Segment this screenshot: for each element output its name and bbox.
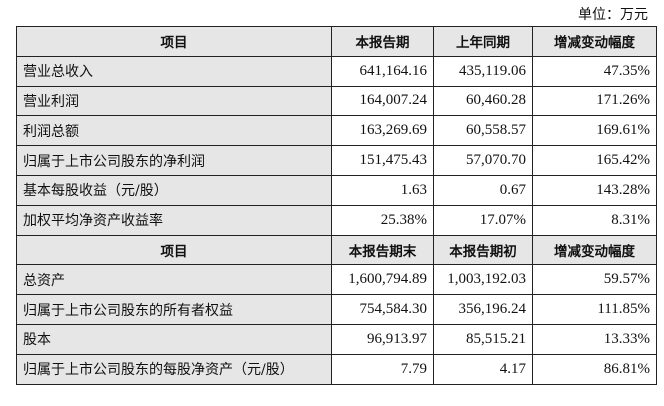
value-cell: 1,600,794.89 bbox=[331, 264, 434, 296]
unit-label: 单位：万元 bbox=[578, 7, 648, 23]
row-label: 基本每股收益（元/股） bbox=[16, 174, 332, 206]
row-label: 加权平均净资产收益率 bbox=[16, 204, 332, 236]
value-cell: 165.42% bbox=[532, 145, 657, 176]
value-cell: 0.67 bbox=[433, 174, 533, 206]
value-cell: 60,460.28 bbox=[433, 85, 533, 117]
column-header: 项目 bbox=[16, 26, 332, 57]
header-row: 项目 本报告期 上年同期 增减变动幅度 bbox=[16, 26, 657, 57]
column-header: 本报告期初 bbox=[433, 234, 533, 266]
value-cell: 85,515.21 bbox=[433, 323, 533, 355]
column-header: 项目 bbox=[16, 234, 332, 266]
table-row: 基本每股收益（元/股） 1.63 0.67 143.28% bbox=[16, 174, 657, 206]
row-label: 归属于上市公司股东的每股净资产（元/股） bbox=[16, 353, 332, 385]
value-cell: 47.35% bbox=[532, 55, 657, 87]
row-label: 总资产 bbox=[16, 264, 332, 296]
row-label: 股本 bbox=[16, 323, 332, 355]
table-row: 营业总收入 641,164.16 435,119.06 47.35% bbox=[16, 55, 657, 87]
value-cell: 13.33% bbox=[532, 323, 657, 355]
table-row: 营业利润 164,007.24 60,460.28 171.26% bbox=[16, 85, 657, 117]
value-cell: 59.57% bbox=[532, 264, 657, 296]
value-cell: 641,164.16 bbox=[331, 55, 434, 87]
value-cell: 8.31% bbox=[532, 204, 657, 236]
value-cell: 57,070.70 bbox=[433, 145, 533, 176]
row-label: 利润总额 bbox=[16, 115, 332, 147]
financial-summary-table: 项目 本报告期 上年同期 增减变动幅度 营业总收入 641,164.16 435,119.0… bbox=[16, 26, 657, 385]
table-row: 加权平均净资产收益率 25.38% 17.07% 8.31% bbox=[16, 204, 657, 236]
value-cell: 4.17 bbox=[433, 353, 533, 385]
value-cell: 143.28% bbox=[532, 174, 657, 206]
row-label: 归属于上市公司股东的净利润 bbox=[16, 145, 332, 176]
table-row: 利润总额 163,269.69 60,558.57 169.61% bbox=[16, 115, 657, 147]
table-row: 股本 96,913.97 85,515.21 13.33% bbox=[16, 323, 657, 355]
value-cell: 1.63 bbox=[331, 174, 434, 206]
value-cell: 356,196.24 bbox=[433, 294, 533, 325]
table-row: 归属于上市公司股东的所有者权益 754,584.30 356,196.24 111.8… bbox=[16, 294, 657, 325]
row-label: 营业总收入 bbox=[16, 55, 332, 87]
value-cell: 111.85% bbox=[532, 294, 657, 325]
header-row: 项目 本报告期末 本报告期初 增减变动幅度 bbox=[16, 234, 657, 266]
column-header: 本报告期末 bbox=[331, 234, 434, 266]
row-label: 营业利润 bbox=[16, 85, 332, 117]
table-row: 总资产 1,600,794.89 1,003,192.03 59.57% bbox=[16, 264, 657, 296]
table-row: 归属于上市公司股东的每股净资产（元/股） 7.79 4.17 86.81% bbox=[16, 353, 657, 385]
column-header: 增减变动幅度 bbox=[532, 234, 657, 266]
value-cell: 25.38% bbox=[331, 204, 434, 236]
value-cell: 171.26% bbox=[532, 85, 657, 117]
value-cell: 754,584.30 bbox=[331, 294, 434, 325]
table-row: 归属于上市公司股东的净利润 151,475.43 57,070.70 165.42% bbox=[16, 145, 657, 176]
value-cell: 169.61% bbox=[532, 115, 657, 147]
column-header: 增减变动幅度 bbox=[532, 26, 657, 57]
row-label: 归属于上市公司股东的所有者权益 bbox=[16, 294, 332, 325]
value-cell: 435,119.06 bbox=[433, 55, 533, 87]
value-cell: 164,007.24 bbox=[331, 85, 434, 117]
value-cell: 96,913.97 bbox=[331, 323, 434, 355]
value-cell: 163,269.69 bbox=[331, 115, 434, 147]
value-cell: 151,475.43 bbox=[331, 145, 434, 176]
value-cell: 60,558.57 bbox=[433, 115, 533, 147]
value-cell: 7.79 bbox=[331, 353, 434, 385]
value-cell: 86.81% bbox=[532, 353, 657, 385]
column-header: 上年同期 bbox=[433, 26, 533, 57]
value-cell: 17.07% bbox=[433, 204, 533, 236]
column-header: 本报告期 bbox=[331, 26, 434, 57]
value-cell: 1,003,192.03 bbox=[433, 264, 533, 296]
